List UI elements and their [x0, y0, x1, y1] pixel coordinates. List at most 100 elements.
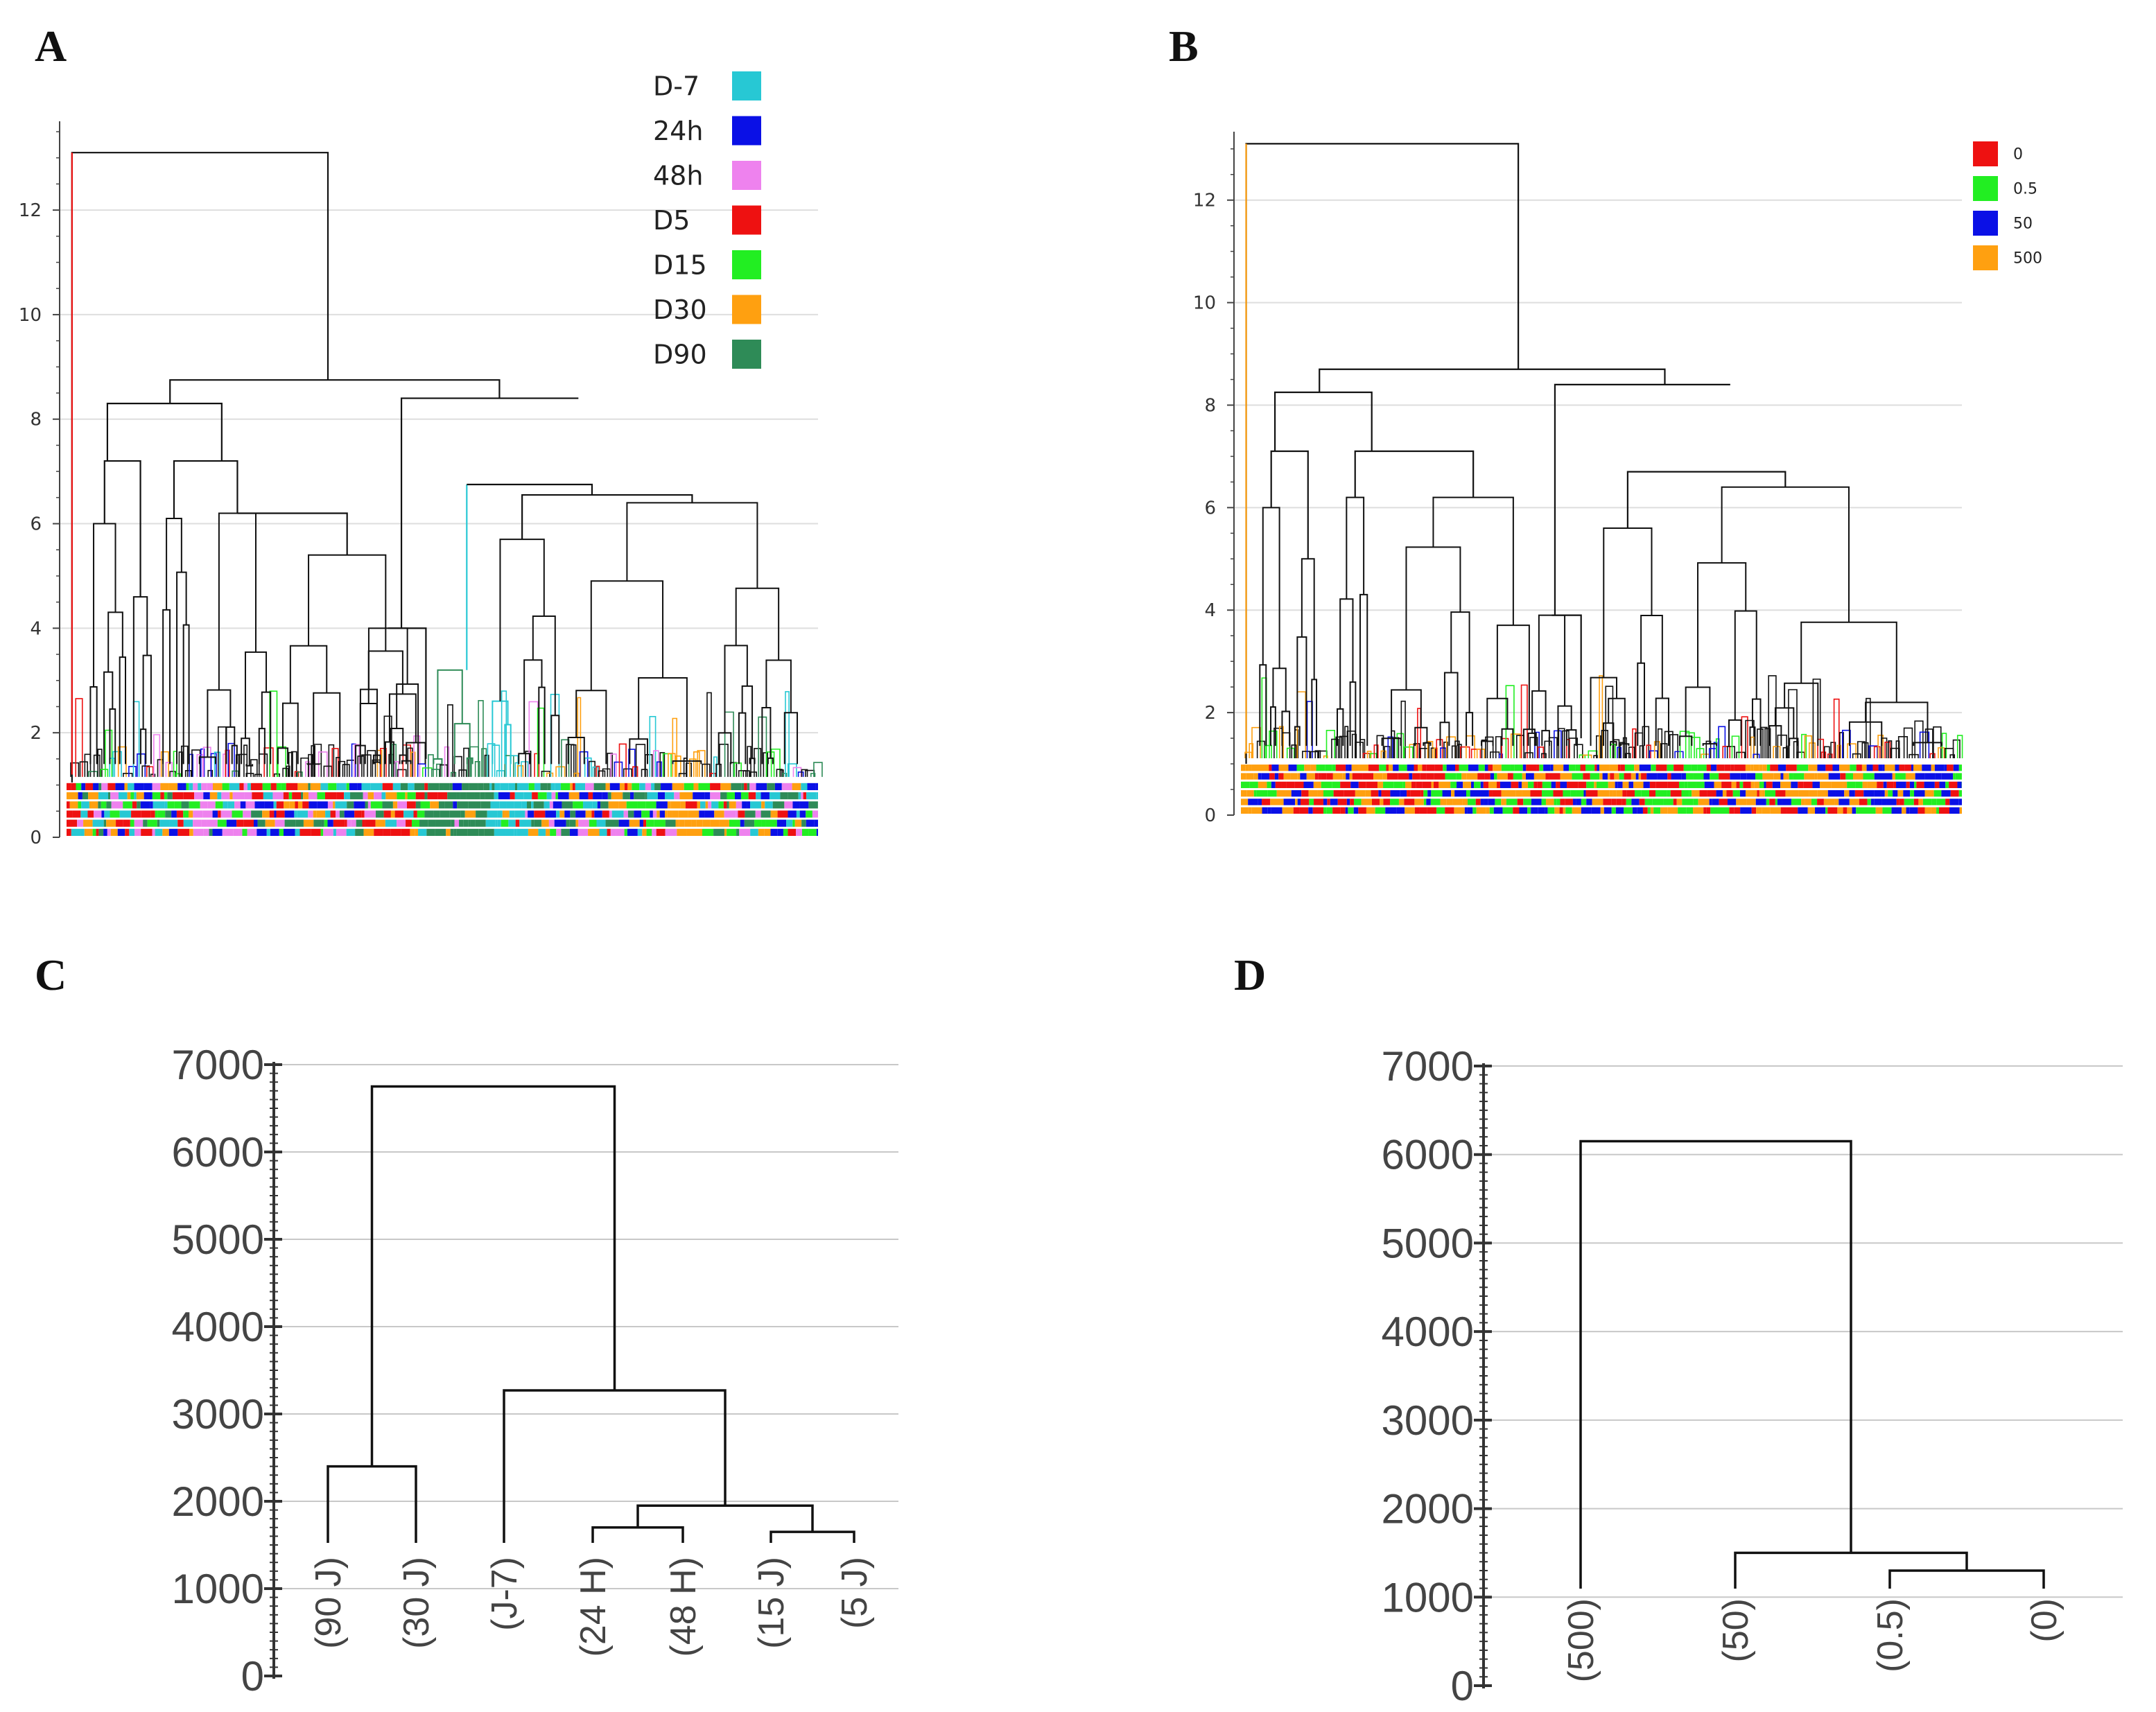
b-strip-segment	[1420, 773, 1427, 780]
b-strip-segment	[1777, 798, 1782, 805]
a-strip-segment	[152, 783, 161, 791]
b-strip-segment	[1340, 781, 1351, 789]
b-fringe-link	[1269, 730, 1278, 759]
b-strip-segment	[1405, 781, 1412, 789]
b-strip-segment	[1600, 807, 1604, 814]
a-strip-segment	[777, 828, 783, 836]
b-strip-segment	[1941, 790, 1951, 797]
b-strip-segment	[1603, 807, 1612, 814]
b-strip-segment	[1459, 765, 1468, 771]
b-fringe-link	[1705, 740, 1712, 759]
b-strip-segment	[1667, 790, 1671, 797]
b-strip-segment	[1416, 781, 1423, 789]
b-strip-segment	[1296, 765, 1305, 771]
b-strip-segment	[1870, 798, 1875, 805]
b-strip-segment	[1881, 773, 1893, 780]
a-strip-segment	[222, 783, 229, 791]
b-strip-segment	[1756, 807, 1762, 814]
b-strip-segment	[1849, 798, 1859, 805]
a-strip-segment	[67, 810, 73, 818]
a-strip-segment	[193, 810, 203, 818]
b-strip-segment	[1719, 798, 1728, 805]
a-strip-segment	[498, 792, 510, 800]
a-strip-segment	[403, 810, 414, 818]
b-strip-segment	[1840, 773, 1846, 780]
a-strip-segment	[270, 828, 279, 836]
a-strip-segment	[168, 783, 178, 791]
b-fringe-link	[1566, 739, 1570, 759]
a-strip-segment	[226, 819, 237, 827]
a-strip-segment	[160, 783, 169, 791]
b-fringe-link	[1524, 752, 1533, 759]
b-strip-segment	[1267, 790, 1277, 797]
a-subtree-link	[433, 758, 443, 765]
a-fringe-link	[440, 764, 448, 777]
a-strip-segment	[333, 828, 336, 836]
a-strip-segment	[124, 783, 128, 791]
a-strip-segment	[147, 819, 157, 827]
b-strip-segment	[1563, 790, 1571, 797]
b-strip-segment	[1716, 790, 1723, 797]
a-strip-segment	[324, 819, 328, 827]
b-strip-segment	[1484, 765, 1488, 771]
b-strip-segment	[1335, 765, 1346, 771]
a-strip-segment	[474, 792, 480, 800]
a-fringe-link	[450, 771, 457, 777]
a-strip-segment	[812, 810, 818, 818]
b-strip-segment	[1253, 773, 1258, 780]
a-fringe-link	[474, 761, 480, 777]
a-strip-segment	[816, 828, 818, 836]
b-strip-segment	[1667, 781, 1679, 789]
b-fringe-link	[1949, 754, 1956, 759]
a-strip-segment	[308, 801, 318, 809]
a-subtree-link	[355, 744, 366, 765]
b-strip-segment	[1906, 781, 1910, 789]
b-fringe-link	[1335, 736, 1343, 759]
b-strip-segment	[1567, 781, 1579, 789]
a-strip-segment	[555, 783, 561, 791]
b-strip-segment	[1361, 798, 1373, 805]
b-fringe-link	[1443, 741, 1448, 759]
b-fringe-link	[1646, 744, 1651, 759]
a-strip-segment	[729, 801, 736, 809]
a-strip-segment	[87, 810, 94, 818]
a-strip-segment	[370, 783, 383, 791]
a-fringe-link	[346, 759, 356, 777]
c-leaf-label: (J-7)	[485, 1557, 525, 1631]
a-strip-segment	[328, 783, 337, 791]
b-strip-segment	[1583, 790, 1586, 797]
a-strip-segment	[264, 801, 274, 809]
b-fringe-link	[1674, 751, 1684, 759]
a-strip-segment	[127, 792, 131, 800]
b-strip-segment	[1575, 765, 1581, 771]
b-subtree-link	[1359, 593, 1368, 746]
a-subtree-link	[367, 627, 408, 690]
a-strip-segment	[736, 810, 738, 818]
a-legend-swatch	[732, 295, 761, 324]
b-strip-segment	[1825, 765, 1833, 771]
a-strip-segment	[798, 792, 801, 800]
b-strip-segment	[1525, 773, 1534, 780]
b-strip-segment	[1383, 798, 1391, 805]
a-strip-segment	[357, 783, 362, 791]
b-strip-segment	[1550, 765, 1554, 771]
b-fringe-link	[1264, 744, 1272, 759]
a-strip-segment	[311, 828, 321, 836]
b-strip-segment	[1624, 765, 1635, 771]
a-strip-segment	[111, 801, 123, 809]
b-strip-segment	[1837, 807, 1843, 814]
a-strip-segment	[294, 810, 297, 818]
a-strip-segment	[144, 792, 153, 800]
a-main-link	[71, 152, 329, 783]
b-strip-segment	[1379, 765, 1386, 771]
b-strip-segment	[1693, 807, 1704, 814]
b-strip-segment	[1847, 781, 1856, 789]
a-strip-segment	[657, 792, 666, 800]
panel-a-label: A	[35, 21, 67, 71]
b-strip-segment	[1271, 807, 1283, 814]
b-strip-segment	[1888, 790, 1893, 797]
a-strip-segment	[784, 801, 793, 809]
a-fringe-link	[504, 755, 514, 777]
b-strip-segment	[1536, 765, 1540, 771]
